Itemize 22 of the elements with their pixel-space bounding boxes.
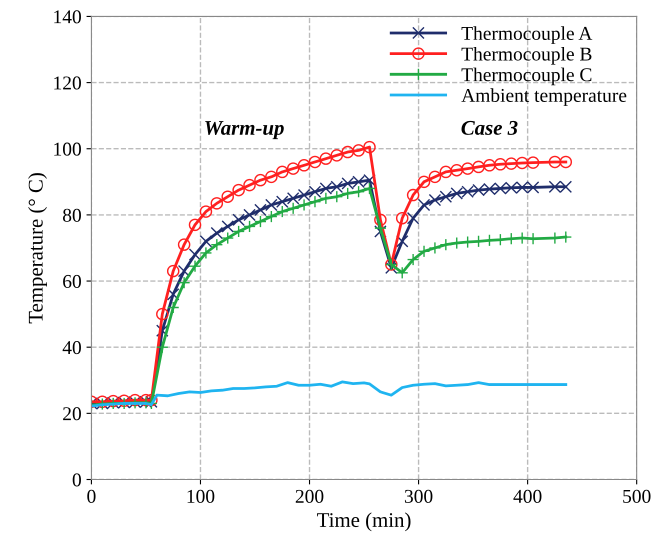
y-tick-label: 100 [54, 142, 81, 156]
annotation: Warm-up [205, 121, 284, 140]
y-axis-title: Temperature (° C) [28, 173, 47, 324]
x-axis-title: Time (min) [317, 512, 410, 532]
y-tick-label: 120 [54, 76, 81, 90]
y-tick-label: 40 [62, 341, 81, 354]
annotation: Case 3 [462, 120, 518, 135]
x-tick-label: 100 [188, 490, 214, 503]
y-tick-label: 60 [63, 274, 81, 288]
x-tick-label: 400 [513, 490, 542, 503]
x-tick-label: 300 [404, 490, 432, 503]
legend-label: Ambient temperature [461, 88, 626, 106]
y-tick-label: 0 [72, 473, 81, 486]
legend-label: Thermocouple A [462, 26, 592, 44]
y-tick-label: 20 [63, 407, 81, 420]
x-tick-label: 200 [296, 490, 324, 503]
x-tick-label: 500 [623, 490, 651, 503]
legend-label: Thermocouple B [462, 46, 592, 65]
x-tick-label: 0 [87, 490, 96, 503]
y-tick-label: 140 [54, 10, 81, 24]
legend-label: Thermocouple C [462, 68, 592, 86]
y-tick-label: 80 [62, 208, 81, 222]
